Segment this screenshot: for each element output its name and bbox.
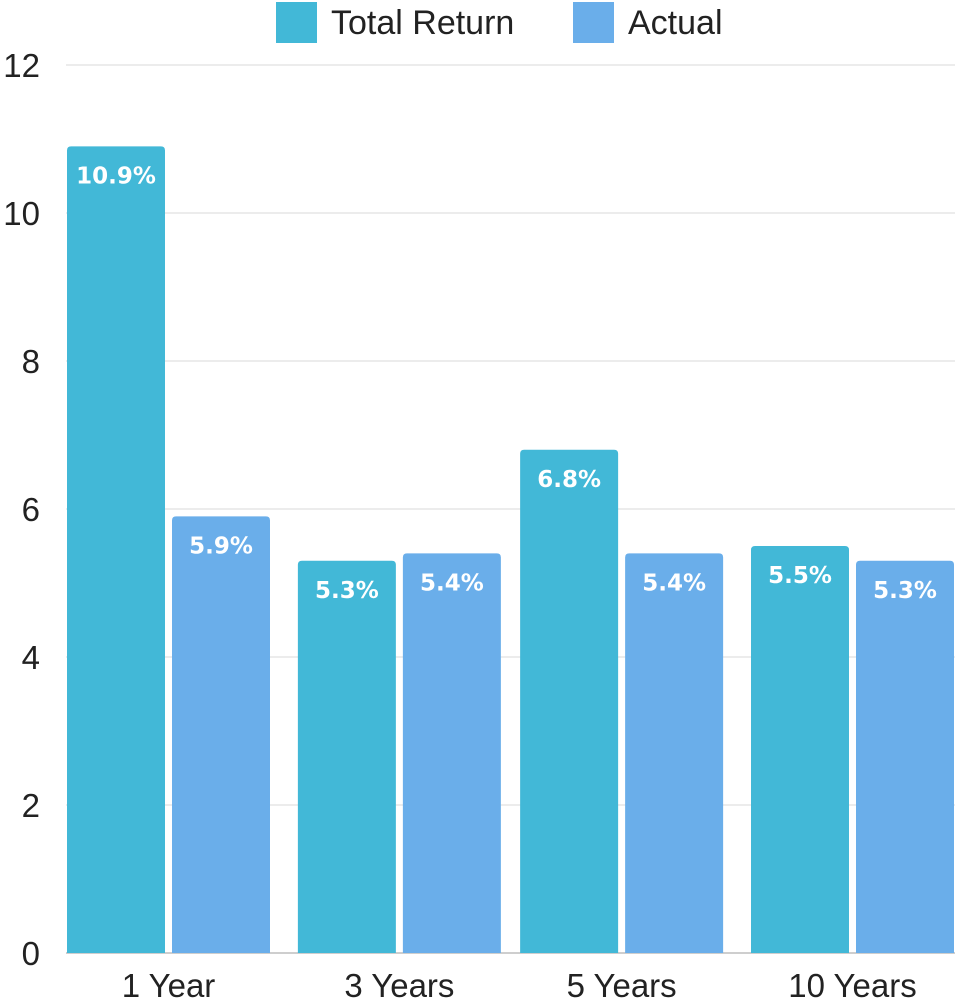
y-tick-label: 12: [3, 47, 40, 84]
bar-data-label: 5.4%: [420, 570, 484, 596]
y-tick-label: 8: [22, 343, 40, 380]
y-tick-label: 0: [22, 935, 40, 972]
y-tick-label: 2: [22, 787, 40, 824]
bar-data-label: 10.9%: [76, 163, 156, 189]
bar-actual-3-years: [402, 553, 501, 953]
x-category-label: 1 Year: [122, 967, 216, 1000]
y-tick-label: 10: [3, 195, 40, 232]
x-category-label: 3 Years: [344, 967, 454, 1000]
bar-data-label: 5.4%: [642, 570, 706, 596]
bar-actual-5-years: [625, 553, 724, 953]
bar-total-return-3-years: [297, 560, 396, 953]
bar-total-return-1-year: [67, 146, 165, 953]
bar-data-label: 5.9%: [189, 533, 253, 559]
bar-data-label: 5.3%: [873, 578, 937, 604]
x-axis-categories: 1 Year 3 Years 5 Years 10 Years: [122, 967, 917, 1000]
bar-data-label: 5.3%: [315, 578, 379, 604]
legend-label: Total Return: [331, 4, 514, 42]
bars: [67, 146, 954, 953]
bar-actual-10-years: [856, 560, 954, 953]
legend-swatch: [573, 2, 614, 43]
bar-labels: 10.9% 5.9% 5.3% 5.4% 6.8% 5.4% 5.5% 5.3%: [76, 163, 937, 603]
bar-total-return-10-years: [751, 546, 849, 953]
legend-swatch: [276, 2, 317, 43]
y-tick-label: 6: [22, 491, 40, 528]
bar-total-return-5-years: [520, 449, 619, 953]
legend: Total Return Actual: [276, 2, 723, 43]
bar-data-label: 5.5%: [768, 563, 832, 589]
bar-data-label: 6.8%: [537, 467, 601, 493]
x-category-label: 10 Years: [788, 967, 916, 1000]
y-axis-ticks: 0 2 4 6 8 10 12: [3, 47, 40, 972]
bar-actual-1-year: [172, 516, 270, 953]
legend-label: Actual: [628, 4, 723, 42]
x-category-label: 5 Years: [567, 967, 677, 1000]
y-tick-label: 4: [22, 639, 40, 676]
